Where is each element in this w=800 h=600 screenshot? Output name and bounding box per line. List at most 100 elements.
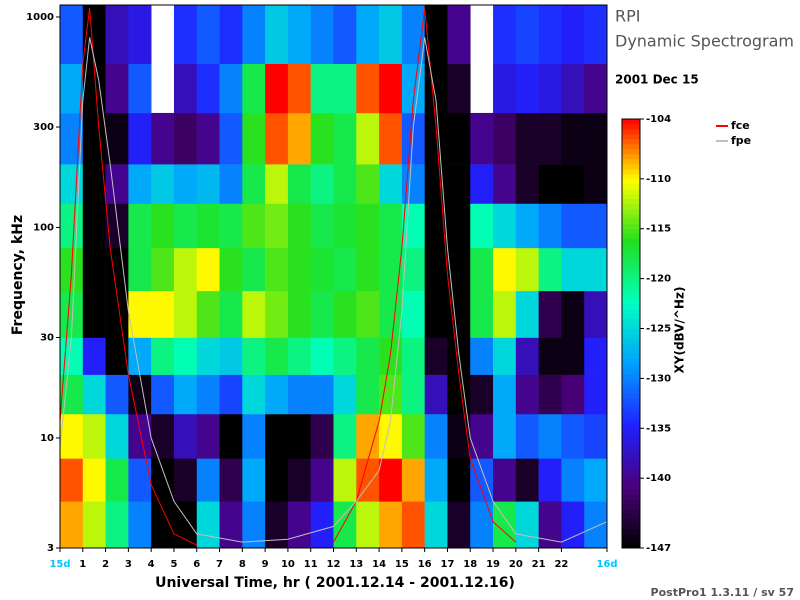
colorbar-segment — [622, 158, 640, 165]
spectrogram-cell — [128, 458, 152, 502]
spectrogram-cell — [493, 413, 517, 459]
spectrogram-cell — [470, 501, 494, 549]
spectrogram-cell — [173, 458, 198, 502]
spectrogram-cell — [265, 501, 289, 549]
colorbar-segment — [622, 343, 640, 349]
spectrogram-cell — [584, 501, 608, 549]
colorbar-segment — [622, 488, 640, 494]
spectrogram-cell — [424, 5, 448, 64]
spectrogram-cell — [333, 458, 357, 502]
spectrogram-cell — [561, 203, 585, 249]
colorbar-segment — [622, 383, 640, 389]
spectrogram-cell — [401, 337, 425, 375]
spectrogram-cell — [379, 63, 403, 114]
spectrogram-cell — [584, 112, 608, 165]
spectrogram-cell — [493, 458, 517, 502]
spectrogram-cell — [196, 247, 220, 292]
spectrogram-cell — [242, 247, 266, 292]
colorbar-segment — [622, 503, 640, 509]
spectrogram-cell — [401, 501, 425, 549]
spectrogram-cell — [196, 5, 220, 64]
spectrogram-cell — [196, 203, 220, 249]
spectrogram-cell — [60, 501, 84, 549]
spectrogram-cell — [287, 63, 312, 114]
spectrogram-cell — [561, 374, 585, 415]
spectrogram-cell — [60, 458, 84, 502]
spectrogram-cell — [424, 413, 448, 459]
spectrogram-cell — [333, 203, 357, 249]
spectrogram-cell — [128, 337, 152, 375]
spectrogram-cell — [287, 337, 312, 375]
spectrogram-cell — [401, 413, 425, 459]
y-tick-label: 3 — [47, 543, 54, 554]
colorbar-frame — [621, 118, 641, 549]
y-tick-label: 10 — [40, 433, 54, 444]
spectrogram-cell — [128, 164, 152, 204]
colorbar-tick-label: -130 — [646, 373, 671, 384]
spectrogram-cell — [515, 501, 539, 549]
spectrogram-cell — [333, 290, 357, 338]
spectrogram-cell — [379, 501, 403, 549]
x-tick-label: 9 — [262, 559, 269, 570]
spectrogram-cell — [60, 203, 84, 249]
spectrogram-cell — [151, 164, 175, 204]
spectrogram-cell — [173, 112, 198, 165]
spectrogram-cell — [196, 501, 220, 549]
spectrogram-cell — [561, 337, 585, 375]
colorbar-tick-label: -115 — [646, 224, 671, 235]
series-line — [59, 37, 608, 543]
spectrogram-cell — [584, 203, 608, 249]
spectrogram-cell — [447, 63, 471, 114]
colorbar-segment — [622, 268, 640, 274]
x-tick-label: 6 — [193, 559, 200, 570]
colorbar-segment — [622, 513, 640, 519]
spectrogram-cell — [82, 290, 106, 338]
spectrogram-cell — [265, 164, 289, 204]
spectrogram-cell — [219, 501, 243, 549]
spectrogram-cell — [105, 5, 129, 64]
spectrogram-cell — [584, 164, 608, 204]
spectrogram-cell — [493, 203, 517, 249]
x-tick-label: 8 — [239, 559, 246, 570]
spectrogram-cell — [356, 247, 380, 292]
spectrogram-cell — [173, 290, 198, 338]
spectrogram-cell — [60, 164, 84, 204]
spectrogram-cell — [265, 458, 289, 502]
spectrogram-cell — [128, 290, 152, 338]
colorbar-segment — [622, 498, 640, 504]
colorbar-segment — [622, 483, 640, 489]
spectrogram-cell — [333, 164, 357, 204]
spectrogram-cell — [287, 458, 312, 502]
spectrogram-cell — [60, 112, 84, 165]
spectrogram-cell — [356, 501, 380, 549]
spectrogram-cell — [265, 413, 289, 459]
colorbar-segment — [622, 398, 640, 404]
spectrogram-cell — [219, 5, 243, 64]
colorbar-segment — [622, 478, 640, 484]
colorbar-segment — [622, 193, 640, 200]
spectrogram-cell — [447, 112, 471, 165]
spectrogram-cell — [151, 413, 175, 459]
spectrogram-cell — [287, 501, 312, 549]
spectrogram-cell — [219, 290, 243, 338]
x-tick-label: 19 — [486, 559, 500, 570]
colorbar-segment — [622, 538, 640, 544]
spectrogram-cell — [493, 63, 517, 114]
spectrogram-cell — [333, 413, 357, 459]
spectrogram-cell — [128, 5, 152, 64]
spectrogram-cell — [151, 247, 175, 292]
colorbar-segment — [622, 423, 640, 429]
spectrogram-cell — [287, 5, 312, 64]
spectrogram-cell — [265, 247, 289, 292]
colorbar-segment — [622, 228, 640, 235]
colorbar-segment — [622, 318, 640, 324]
spectrogram-cell — [242, 413, 266, 459]
colorbar-segment — [622, 178, 640, 185]
x-tick-label: 15d — [49, 559, 70, 570]
spectrogram-cell — [379, 164, 403, 204]
spectrogram-cell — [515, 63, 539, 114]
colorbar-segment — [622, 298, 640, 304]
spectrogram-cell — [470, 164, 494, 204]
colorbar-segment — [622, 173, 640, 180]
colorbar-segment — [622, 223, 640, 230]
